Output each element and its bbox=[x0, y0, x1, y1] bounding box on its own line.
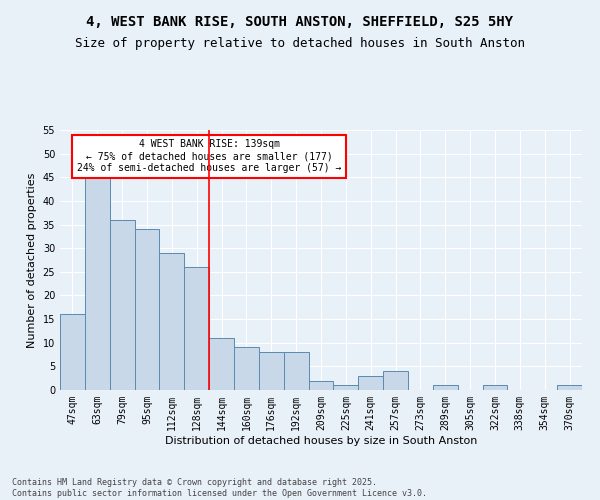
Bar bbox=[308, 380, 334, 390]
Bar bbox=[184, 267, 209, 390]
Bar bbox=[60, 314, 85, 390]
Bar bbox=[160, 253, 184, 390]
Y-axis label: Number of detached properties: Number of detached properties bbox=[27, 172, 37, 348]
Text: Size of property relative to detached houses in South Anston: Size of property relative to detached ho… bbox=[75, 38, 525, 51]
Bar bbox=[284, 352, 308, 390]
X-axis label: Distribution of detached houses by size in South Anston: Distribution of detached houses by size … bbox=[165, 436, 477, 446]
Bar bbox=[134, 230, 160, 390]
Bar bbox=[334, 386, 358, 390]
Bar bbox=[259, 352, 284, 390]
Bar bbox=[110, 220, 134, 390]
Bar bbox=[383, 371, 408, 390]
Bar bbox=[358, 376, 383, 390]
Bar bbox=[433, 386, 458, 390]
Bar bbox=[85, 178, 110, 390]
Bar bbox=[234, 348, 259, 390]
Text: 4 WEST BANK RISE: 139sqm
← 75% of detached houses are smaller (177)
24% of semi-: 4 WEST BANK RISE: 139sqm ← 75% of detach… bbox=[77, 140, 341, 172]
Text: Contains HM Land Registry data © Crown copyright and database right 2025.
Contai: Contains HM Land Registry data © Crown c… bbox=[12, 478, 427, 498]
Bar bbox=[482, 386, 508, 390]
Text: 4, WEST BANK RISE, SOUTH ANSTON, SHEFFIELD, S25 5HY: 4, WEST BANK RISE, SOUTH ANSTON, SHEFFIE… bbox=[86, 15, 514, 29]
Bar bbox=[557, 386, 582, 390]
Bar bbox=[209, 338, 234, 390]
